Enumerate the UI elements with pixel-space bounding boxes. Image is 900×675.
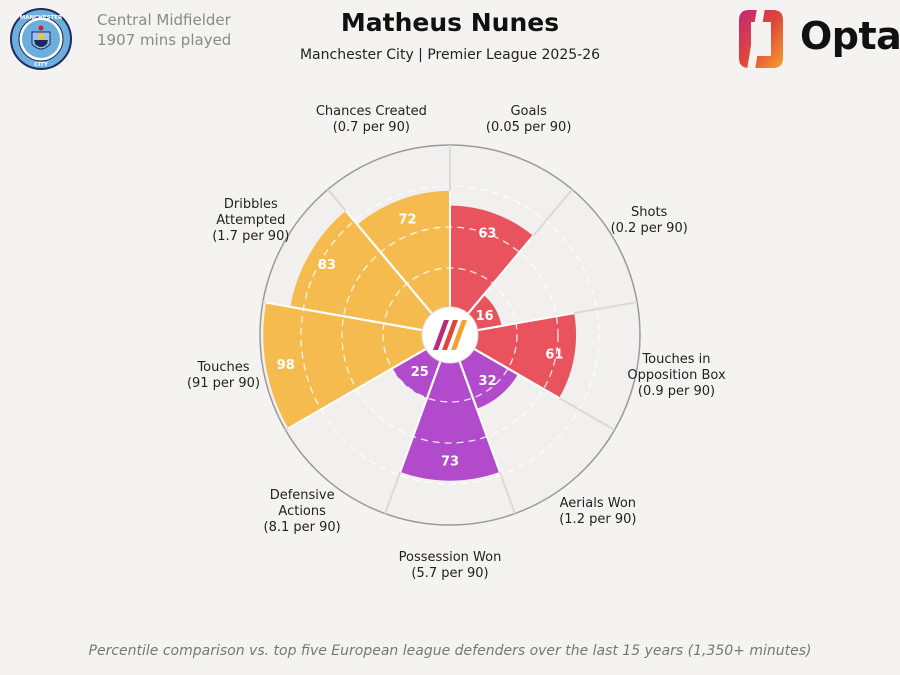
radar-bar-separator xyxy=(465,294,485,316)
radar-value-label: 98 xyxy=(277,358,295,373)
radar-bar xyxy=(466,294,502,331)
radar-bar-separator xyxy=(475,312,575,332)
radar-bar-separator xyxy=(287,347,428,430)
opta-brand-text: Opta xyxy=(800,14,900,58)
radar-value-label: 32 xyxy=(479,374,497,389)
opta-center-stripe xyxy=(451,320,467,350)
radar-category-label: Aerials Won (1.2 per 90) xyxy=(559,496,636,527)
radar-value-label: 73 xyxy=(441,455,459,470)
opta-logo-icon xyxy=(739,8,783,70)
radar-value-label: 61 xyxy=(545,347,563,362)
radar-value-label: 83 xyxy=(318,258,336,273)
radar-value-label: 16 xyxy=(476,309,494,324)
radar-value-label: 63 xyxy=(478,226,496,241)
radar-bar-separator xyxy=(426,359,443,399)
radar-category-label: Goals (0.05 per 90) xyxy=(486,104,572,135)
radar-category-label: Touches (91 per 90) xyxy=(187,360,260,391)
opta-center-stripe xyxy=(433,320,449,350)
radar-category-label: Touches in Opposition Box (0.9 per 90) xyxy=(627,352,726,399)
page-subtitle: Manchester City | Premier League 2025-26 xyxy=(299,47,601,63)
radar-bar xyxy=(450,205,534,316)
player-minutes: 1907 mins played xyxy=(97,31,232,49)
radar-category-label: Chances Created (0.7 per 90) xyxy=(316,104,427,135)
player-position: Central Midfielder xyxy=(97,11,231,29)
radar-bar xyxy=(263,302,428,429)
header: MANCHESTER CITY Central Midfielder 1907 … xyxy=(0,0,900,80)
opta-center-stripe xyxy=(442,320,458,350)
player-meta: Central Midfielder 1907 mins played xyxy=(97,10,231,50)
radar-bar xyxy=(391,348,442,398)
radar-value-label: 72 xyxy=(399,212,417,227)
radar-category-label: Dribbles Attempted (1.7 per 90) xyxy=(212,197,289,244)
footnote: Percentile comparison vs. top five Europ… xyxy=(88,643,812,659)
radar-category-label: Shots (0.2 per 90) xyxy=(611,205,688,236)
manchester-city-crest-icon: MANCHESTER CITY xyxy=(10,8,72,70)
radar-bar-separator xyxy=(356,223,435,316)
radar-bar xyxy=(458,348,518,409)
radar-bar-separator xyxy=(472,347,519,376)
radar-bar xyxy=(357,190,450,316)
radar-value-label: 25 xyxy=(411,365,429,380)
radar-bar xyxy=(400,359,500,481)
radar-bar-separator xyxy=(290,305,425,332)
radar-bar xyxy=(290,210,434,331)
radar-bar-separator xyxy=(457,359,501,473)
radar-category-label: Defensive Actions (8.1 per 90) xyxy=(264,488,341,535)
radar-category-label: Possession Won (5.7 per 90) xyxy=(399,550,502,581)
svg-text:CITY: CITY xyxy=(34,62,49,68)
opta-center-mark-icon xyxy=(433,320,467,350)
page-title: Matheus Nunes xyxy=(340,8,560,37)
svg-text:MANCHESTER: MANCHESTER xyxy=(20,15,63,21)
